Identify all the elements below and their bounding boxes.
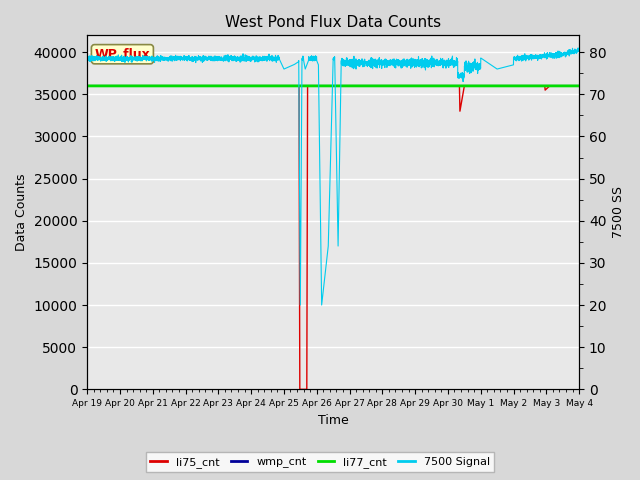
X-axis label: Time: Time [317,414,349,427]
Y-axis label: 7500 SS: 7500 SS [612,186,625,239]
Y-axis label: Data Counts: Data Counts [15,174,28,251]
Legend: li75_cnt, wmp_cnt, li77_cnt, 7500 Signal: li75_cnt, wmp_cnt, li77_cnt, 7500 Signal [146,452,494,472]
Text: WP_flux: WP_flux [95,48,150,61]
Title: West Pond Flux Data Counts: West Pond Flux Data Counts [225,15,441,30]
